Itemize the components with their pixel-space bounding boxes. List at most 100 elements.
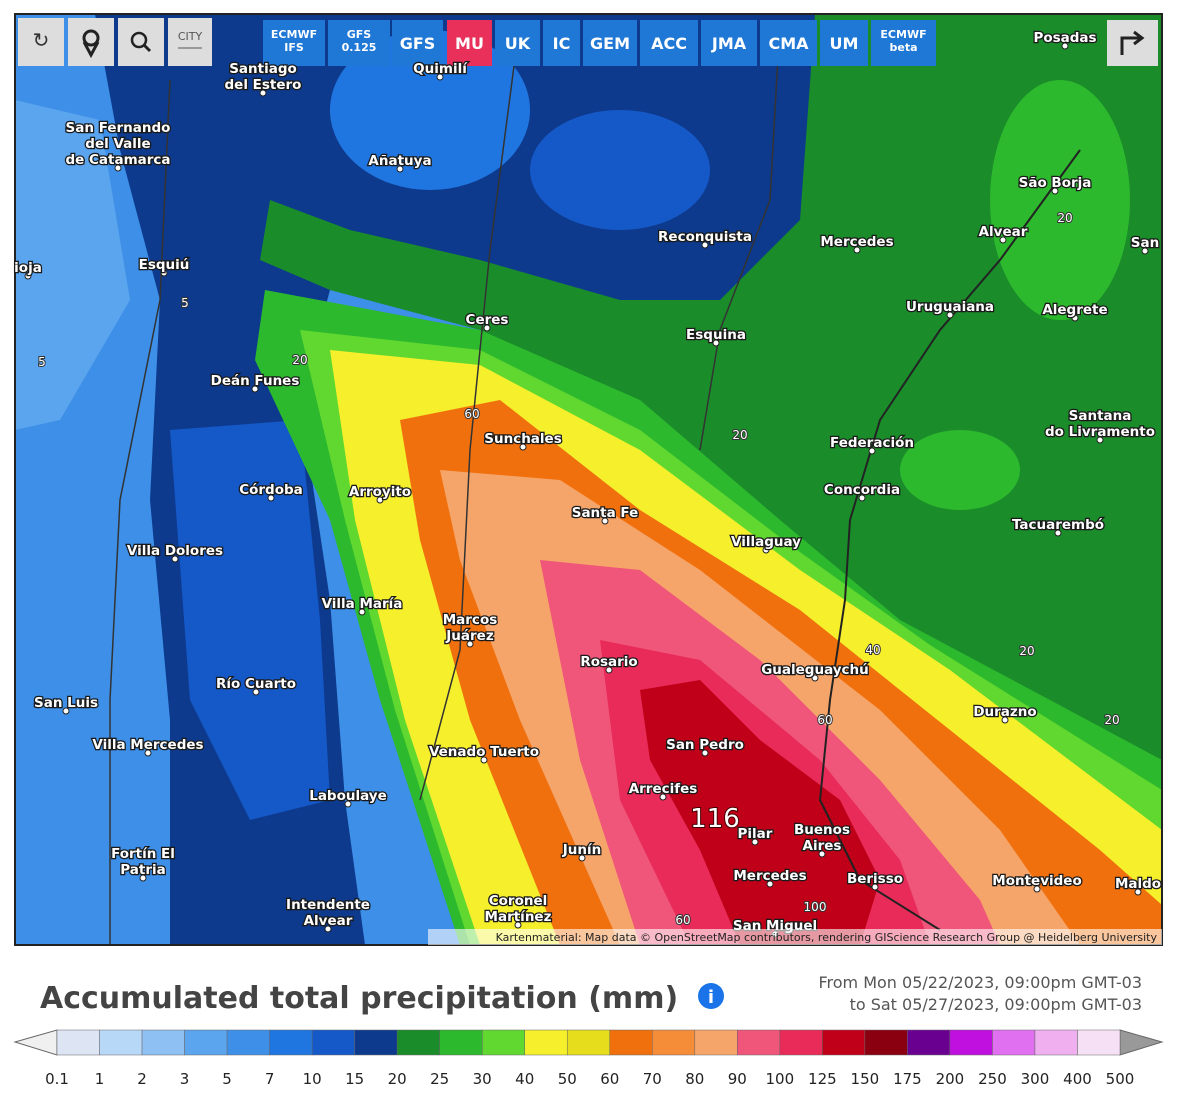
scale-cell (481, 1029, 525, 1056)
reload-button[interactable] (18, 18, 64, 66)
model-label: JMA (711, 34, 747, 53)
contour-label: 60 (675, 913, 690, 927)
scale-cell (694, 1029, 738, 1056)
place-label: Esquiú (139, 257, 190, 273)
place-label: Coronel (489, 893, 548, 909)
period-end: to Sat 05/27/2023, 09:00pm GMT-03 (850, 995, 1142, 1014)
place-dot (871, 883, 879, 891)
place-dot (659, 793, 667, 801)
model-button[interactable] (263, 20, 325, 66)
footer-title: Accumulated total precipitation (mm) (40, 981, 678, 1016)
location-button[interactable] (68, 18, 114, 66)
share-button[interactable] (1107, 20, 1158, 66)
place-label: Alvear (304, 913, 353, 929)
place-label: Laboulaye (309, 788, 387, 804)
scale-label: 15 (345, 1070, 364, 1088)
scale-label: 300 (1021, 1070, 1050, 1088)
scale-label: 60 (600, 1070, 619, 1088)
model-button[interactable] (640, 20, 698, 66)
model-button[interactable] (543, 20, 580, 66)
scale-cell (1077, 1029, 1121, 1056)
model-button[interactable] (701, 20, 757, 66)
scale-cell (992, 1029, 1036, 1056)
place-label: del Estero (225, 77, 302, 93)
scale-label: 125 (808, 1070, 837, 1088)
svg-text:i: i (708, 987, 714, 1008)
place-dot (1051, 187, 1059, 195)
place-label: Martínez (485, 909, 552, 925)
place-dot (1001, 716, 1009, 724)
place-dot (344, 800, 352, 808)
place-dot (62, 707, 70, 715)
model-button[interactable] (583, 20, 637, 66)
map-tools[interactable]: ↻ CITY (18, 18, 1158, 66)
scale-label: 5 (222, 1070, 232, 1088)
place-label: São Borja (1019, 175, 1092, 191)
place-label: San (1131, 235, 1159, 251)
info-icon[interactable] (698, 983, 724, 1009)
scale-label: 70 (643, 1070, 662, 1088)
contour-label: 5 (38, 355, 46, 369)
place-dot (1054, 529, 1062, 537)
model-button[interactable] (871, 20, 936, 66)
contour-label: 20 (292, 353, 307, 367)
model-button[interactable] (392, 20, 443, 66)
place-label: ioja (14, 260, 42, 276)
contour-label: 20 (1019, 644, 1034, 658)
place-dot (139, 874, 147, 882)
model-button[interactable] (820, 20, 868, 66)
scale-cell (1034, 1029, 1078, 1056)
scale-label: 150 (851, 1070, 880, 1088)
scale-label: 25 (430, 1070, 449, 1088)
place-label: Intendente (286, 897, 370, 913)
contour-label: 60 (817, 713, 832, 727)
model-label: GEM (590, 34, 630, 53)
place-label: Arrecifes (629, 781, 698, 797)
place-dot (267, 494, 275, 502)
place-label: Rosario (580, 654, 637, 670)
place-label: Maldo (1115, 876, 1161, 892)
scale-cell (864, 1029, 908, 1056)
city-button[interactable] (168, 18, 212, 66)
place-dot (1134, 888, 1142, 896)
place-dot (480, 756, 488, 764)
place-label: Río Cuarto (216, 676, 296, 692)
place-dot (252, 688, 260, 696)
scale-cell (609, 1029, 653, 1056)
scale-label: 20 (388, 1070, 407, 1088)
scale-cell (99, 1029, 143, 1056)
scale-label: 1 (95, 1070, 105, 1088)
contour-label: 20 (1057, 211, 1072, 225)
city-label: CITY (178, 30, 203, 43)
scale-label: 50 (558, 1070, 577, 1088)
model-button[interactable] (760, 20, 817, 66)
place-label: Mercedes (820, 234, 893, 250)
contour-label: 100 (804, 900, 827, 914)
place-dot (1033, 885, 1041, 893)
place-dot (605, 666, 613, 674)
scale-cell (354, 1029, 398, 1056)
scale-label: 175 (893, 1070, 922, 1088)
model-label: ECMWF (271, 28, 317, 41)
place-label: San Fernando (66, 120, 171, 136)
place-dot (358, 608, 366, 616)
place-dot (376, 496, 384, 504)
place-label: Federación (830, 435, 914, 451)
zoom-button[interactable] (118, 18, 164, 66)
model-label: CMA (768, 34, 809, 53)
place-label: San Luis (34, 695, 98, 711)
scale-cell (184, 1029, 228, 1056)
model-button[interactable] (328, 20, 390, 66)
model-button[interactable] (495, 20, 540, 66)
place-label: Santa Fe (572, 505, 639, 521)
scale-cell (226, 1029, 270, 1056)
place-label: Santana (1069, 408, 1132, 424)
place-label: Concordia (824, 482, 900, 498)
place-dot (1071, 314, 1079, 322)
model-label: MU (455, 34, 484, 53)
scale-label: 200 (936, 1070, 965, 1088)
model-button[interactable] (447, 20, 492, 66)
place-dot (1096, 436, 1104, 444)
place-label: Montevideo (992, 873, 1081, 889)
